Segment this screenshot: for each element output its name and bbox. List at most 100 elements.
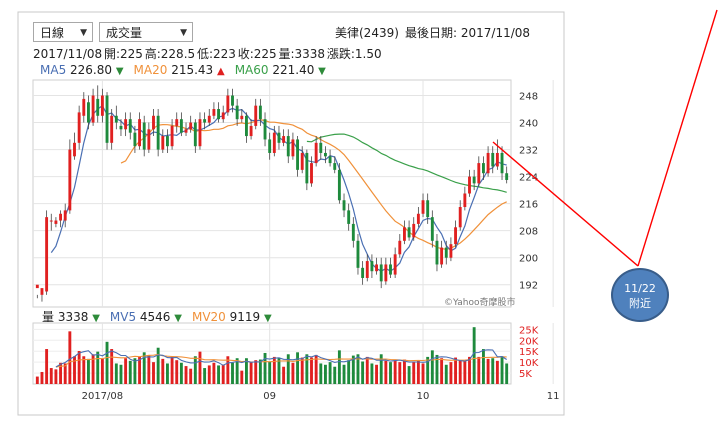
- ma-legend-arrow-icon: ▼: [318, 66, 326, 77]
- volume-bar: [77, 351, 81, 384]
- volume-bar: [268, 361, 272, 384]
- volume-bar: [398, 362, 402, 384]
- ma-legend-label: MA20: [133, 63, 172, 77]
- candle-body: [310, 163, 313, 184]
- price-tick-label: 248: [519, 92, 538, 103]
- volume-bar: [110, 349, 114, 384]
- candle-body: [189, 122, 193, 130]
- annotation-bubble: 11/22 附近: [611, 268, 669, 322]
- candle-body: [319, 142, 323, 153]
- volume-tick-label: 20K: [519, 336, 539, 347]
- candle-body: [263, 119, 267, 140]
- candle-body: [128, 119, 132, 133]
- candle-body: [245, 115, 248, 137]
- candle-body: [356, 240, 360, 268]
- quote-summary: 2017/11/08 開:225 高:228.5 低:223 收:225 量:3…: [33, 47, 382, 61]
- price-axis-labels: 192 200 208 216 224 232 240 248: [519, 92, 538, 292]
- volume-bar: [500, 356, 504, 384]
- candle-body: [249, 125, 253, 137]
- period-select[interactable]: 日線 ▼: [33, 22, 93, 42]
- candle-body: [49, 220, 53, 222]
- candle-body: [96, 98, 100, 116]
- candle-body: [347, 210, 351, 224]
- candle-body: [300, 152, 304, 170]
- volume-bar: [477, 356, 481, 384]
- candle-body: [403, 227, 406, 241]
- volume-bar: [63, 363, 67, 384]
- volume-bar: [138, 356, 141, 384]
- volume-bar: [207, 365, 211, 384]
- volume-bar: [407, 366, 411, 384]
- candle-body: [87, 102, 90, 123]
- volume-bar: [240, 370, 244, 384]
- candle-body: [468, 176, 471, 194]
- candle-body: [170, 125, 174, 147]
- candle-body: [375, 264, 378, 272]
- volume-bar: [156, 347, 160, 384]
- volume-bar: [337, 350, 341, 384]
- candle-body: [282, 136, 286, 143]
- volume-bar: [361, 361, 365, 384]
- candle-body: [226, 95, 230, 113]
- price-tick-label: 232: [519, 146, 538, 157]
- volume-bar: [179, 362, 183, 384]
- indicator-select[interactable]: 成交量 ▼: [99, 22, 193, 42]
- volume-bar: [166, 363, 169, 384]
- candle-body: [119, 125, 123, 130]
- candle-body: [124, 119, 128, 130]
- candle-body: [421, 200, 425, 214]
- volume-bar: [486, 358, 490, 384]
- volume-legend-arrow-icon: ▼: [92, 313, 100, 324]
- volume-bar: [305, 354, 309, 384]
- candle-body: [328, 156, 332, 164]
- annotation-line1: 11/22: [624, 282, 656, 295]
- volume-legend-item: MV5 4546 ▼: [110, 310, 182, 324]
- volume-bar: [421, 363, 425, 384]
- candle-body: [277, 132, 281, 143]
- candle-body: [314, 142, 318, 164]
- volume-bar: [347, 360, 351, 384]
- volume-bar: [389, 362, 392, 384]
- candle-body: [156, 115, 160, 150]
- candle-body: [63, 210, 67, 221]
- ma-legend-label: MA60: [234, 63, 273, 77]
- volume-bar: [277, 358, 281, 384]
- candle-body: [258, 105, 262, 120]
- volume-bar: [482, 349, 485, 384]
- volume-bar: [495, 360, 499, 384]
- volume-bar: [231, 362, 234, 384]
- volume-bar: [286, 354, 290, 384]
- volume-bar: [454, 357, 457, 384]
- volume-legend: 量 3338 ▼ MV5 4546 ▼ MV20 9119 ▼: [42, 308, 282, 325]
- ma-legend-arrow-icon: ▲: [217, 66, 225, 77]
- ma-legend-value: 221.40: [272, 63, 319, 77]
- candle-body: [217, 109, 220, 120]
- volume-bar: [296, 352, 299, 384]
- candle-body: [370, 261, 374, 272]
- volume-bar: [217, 365, 220, 384]
- volume-bar: [365, 356, 369, 384]
- volume-bar: [412, 361, 416, 384]
- volume-bar: [221, 364, 225, 384]
- date-tick-label: 09: [263, 391, 276, 402]
- ma-legend-item: MA5 226.80 ▼: [40, 63, 124, 77]
- volume-legend-label: 量: [42, 310, 58, 324]
- ma-legend-value: 226.80: [70, 63, 116, 77]
- volume-bar: [226, 356, 230, 384]
- watermark: ©Yahoo奇摩股市: [444, 298, 516, 308]
- ma-legend-arrow-icon: ▼: [115, 66, 124, 77]
- volume-tick-label: 10K: [519, 358, 539, 369]
- volume-bar: [403, 359, 406, 384]
- candle-body: [337, 169, 341, 201]
- volume-legend-label: MV5: [109, 310, 140, 324]
- candle-body: [435, 240, 439, 265]
- candle-body: [486, 152, 490, 174]
- candle-body: [342, 200, 346, 211]
- volume-plot-area: [32, 322, 512, 385]
- volume-bar: [184, 366, 188, 384]
- volume-bar: [416, 360, 420, 384]
- candle-body: [207, 115, 211, 123]
- candle-body: [198, 119, 202, 147]
